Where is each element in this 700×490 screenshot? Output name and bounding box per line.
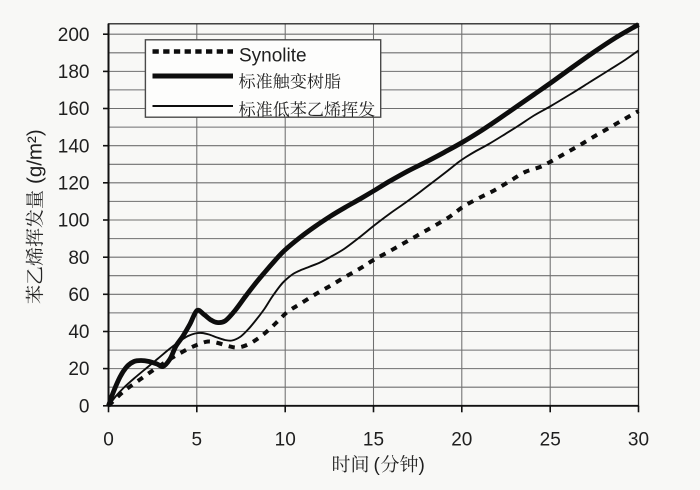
svg-text:20: 20 bbox=[451, 430, 472, 451]
svg-text:10: 10 bbox=[275, 430, 296, 451]
svg-text:60: 60 bbox=[68, 285, 89, 306]
svg-text:80: 80 bbox=[68, 248, 89, 269]
svg-text:(g/m²): (g/m²) bbox=[23, 129, 46, 184]
svg-text:120: 120 bbox=[58, 173, 90, 194]
svg-text:(: ( bbox=[374, 455, 381, 476]
svg-text:100: 100 bbox=[58, 211, 90, 232]
svg-text:20: 20 bbox=[68, 359, 89, 380]
svg-text:5: 5 bbox=[192, 430, 203, 451]
svg-text:Synolite: Synolite bbox=[239, 46, 307, 67]
svg-text:40: 40 bbox=[68, 322, 89, 343]
svg-text:200: 200 bbox=[58, 25, 90, 46]
svg-text:): ) bbox=[419, 455, 425, 476]
svg-text:140: 140 bbox=[58, 136, 90, 157]
svg-text:15: 15 bbox=[363, 430, 384, 451]
svg-text:0: 0 bbox=[79, 396, 90, 417]
svg-text:0: 0 bbox=[103, 430, 114, 451]
svg-text:25: 25 bbox=[540, 430, 561, 451]
svg-text:30: 30 bbox=[628, 430, 649, 451]
svg-text:160: 160 bbox=[58, 99, 90, 120]
svg-text:180: 180 bbox=[58, 62, 90, 83]
